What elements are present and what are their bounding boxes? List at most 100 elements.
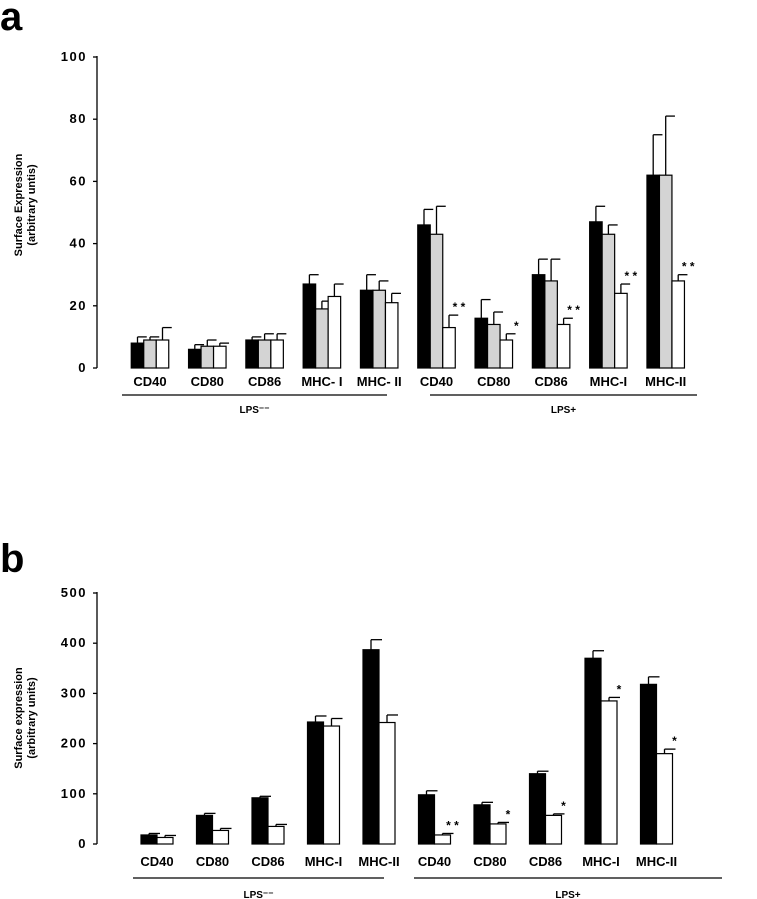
bar	[544, 280, 558, 369]
y-tick-label: 0	[78, 836, 87, 851]
bar	[143, 339, 157, 369]
bar	[589, 221, 603, 369]
bar	[212, 345, 227, 369]
category-label: MHC-II	[358, 854, 399, 869]
bar	[251, 797, 269, 845]
category-label: MHC- I	[301, 374, 342, 389]
bar	[267, 825, 285, 845]
significance-mark: * *	[682, 260, 695, 274]
bar	[658, 174, 673, 369]
category-label: CD86	[248, 374, 281, 389]
category-label: MHC-I	[305, 854, 343, 869]
category-label: CD80	[196, 854, 229, 869]
category-label: CD86	[251, 854, 284, 869]
bar	[600, 700, 618, 845]
category-label: MHC- II	[357, 374, 402, 389]
y-tick-label: 100	[61, 49, 87, 64]
y-tick-label: 40	[70, 236, 87, 251]
bar	[378, 721, 396, 845]
group-label: LPS⁻⁻	[239, 405, 269, 416]
y-axis-label: Surface Expression(arbitrary untis)	[13, 153, 38, 256]
group-label: LPS+	[551, 405, 576, 416]
category-label: CD80	[477, 374, 510, 389]
y-tick-label: 500	[61, 585, 87, 600]
significance-mark: * *	[453, 300, 466, 314]
significance-mark: *	[617, 682, 622, 696]
significance-mark: *	[506, 807, 511, 821]
y-axis-label: Surface expression(arbitrary units)	[13, 667, 38, 769]
bar	[187, 348, 202, 369]
y-tick-label: 200	[61, 736, 87, 751]
bar	[417, 224, 431, 369]
bar	[359, 289, 374, 369]
bar	[155, 339, 170, 369]
bar	[528, 773, 547, 845]
category-label: CD80	[473, 854, 506, 869]
bar	[257, 339, 272, 369]
bar	[489, 823, 507, 845]
panel-letter-b: b	[0, 537, 24, 581]
bar	[614, 292, 628, 369]
bar	[556, 323, 571, 369]
bar	[544, 814, 563, 845]
bar	[322, 725, 341, 845]
bar	[646, 174, 661, 369]
panel-b-chart: 0 100 200 300 400 500 Surface expression(arbit…	[13, 585, 722, 899]
category-label: CD40	[418, 854, 451, 869]
bar	[433, 834, 452, 845]
category-label: MHC-II	[636, 854, 677, 869]
bar	[442, 326, 456, 369]
bar	[195, 814, 214, 845]
bar	[429, 233, 444, 369]
panel-letter-a: a	[0, 0, 23, 39]
bar	[302, 283, 317, 369]
bar	[130, 342, 145, 369]
y-tick-label: 300	[61, 685, 87, 700]
bar	[531, 274, 546, 369]
bar	[211, 829, 230, 845]
bar	[200, 345, 215, 369]
category-label: CD40	[420, 374, 453, 389]
significance-mark: * *	[446, 818, 459, 832]
category-label: CD80	[191, 374, 224, 389]
y-tick-label: 100	[61, 786, 87, 801]
significance-mark: *	[514, 319, 519, 333]
bar	[499, 339, 514, 369]
category-label: CD86	[529, 854, 562, 869]
bar	[639, 683, 658, 845]
panel-a-chart: 0 20 40 60 80 100 Surface Expression(arbitrary…	[13, 49, 697, 416]
bar	[362, 649, 380, 845]
y-tick-label: 0	[78, 360, 87, 375]
category-label: CD86	[534, 374, 567, 389]
bar	[486, 323, 501, 369]
bar	[140, 834, 158, 845]
significance-mark: * *	[625, 269, 638, 283]
y-tick-label: 80	[70, 111, 87, 126]
bar	[156, 836, 174, 845]
category-label: CD40	[133, 374, 166, 389]
significance-mark: *	[561, 799, 566, 813]
group-label: LPS+	[555, 890, 580, 899]
bar	[417, 794, 436, 845]
y-tick-label: 400	[61, 635, 87, 650]
category-label: CD40	[140, 854, 173, 869]
significance-mark: * *	[567, 303, 580, 317]
bar	[655, 753, 674, 845]
category-label: MHC-I	[582, 854, 620, 869]
bar	[245, 339, 259, 369]
bar	[372, 289, 387, 369]
bar	[270, 339, 284, 369]
bar	[327, 295, 342, 369]
bar	[601, 233, 616, 369]
category-label: MHC-I	[590, 374, 628, 389]
y-tick-label: 60	[70, 173, 87, 188]
group-label: LPS⁻⁻	[243, 890, 273, 899]
bar	[584, 657, 602, 845]
significance-mark: *	[672, 734, 677, 748]
bar	[473, 804, 491, 845]
category-label: MHC-II	[645, 374, 686, 389]
bar	[306, 721, 325, 845]
bar	[671, 280, 686, 369]
bar	[384, 302, 399, 369]
